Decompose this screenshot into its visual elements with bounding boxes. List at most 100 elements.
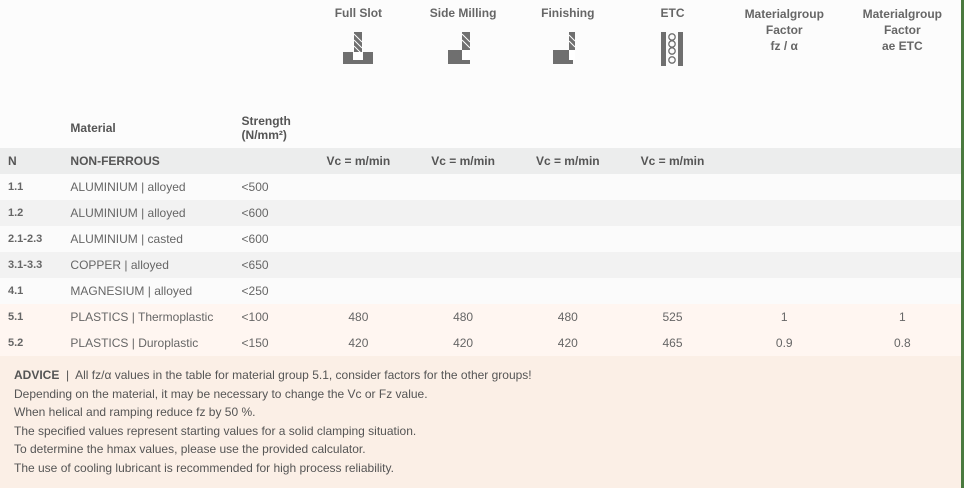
strength-val: <150 [234,330,306,356]
val-etc [620,226,725,252]
val-finishing [515,174,620,200]
advice-line: To determine the hmax values, please use… [14,442,366,456]
header-op-labels: Full Slot Side Milling Finishing ETC Mat… [0,0,963,26]
val-mgf-ae [844,174,963,200]
val-etc: 465 [620,330,725,356]
table-row: 4.1MAGNESIUM | alloyed<250 [0,278,963,304]
val-fullslot: 480 [306,304,411,330]
val-mgf-ae [844,278,963,304]
val-sidemill: 480 [411,304,516,330]
table-row: 1.2ALUMINIUM | alloyed<600 [0,200,963,226]
table-row: 3.1-3.3COPPER | alloyed<650 [0,252,963,278]
col-material-label: Material [62,108,233,148]
code: 2.1-2.3 [0,226,62,252]
code: 3.1-3.3 [0,252,62,278]
code: 5.2 [0,330,62,356]
sidemill-icon [411,26,516,108]
val-fullslot [306,278,411,304]
val-sidemill [411,252,516,278]
strength-val: <600 [234,200,306,226]
val-fullslot: 420 [306,330,411,356]
val-sidemill [411,200,516,226]
val-sidemill: 420 [411,330,516,356]
strength-val: <650 [234,252,306,278]
col-etc-label: ETC [620,0,725,26]
advice-line: The use of cooling lubricant is recommen… [14,461,394,475]
material-name: ALUMINIUM | casted [62,226,233,252]
finishing-icon [515,26,620,108]
val-finishing [515,252,620,278]
col-sidemill-label: Side Milling [411,0,516,26]
val-sidemill [411,278,516,304]
col-strength-label: Strength (N/mm²) [234,108,306,148]
strength-val: <250 [234,278,306,304]
etc-icon [620,26,725,108]
val-fullslot [306,252,411,278]
strength-val: <500 [234,174,306,200]
col-finishing-label: Finishing [515,0,620,26]
table-row: 5.1PLASTICS | Thermoplastic<100480480480… [0,304,963,330]
val-finishing [515,200,620,226]
group-name: NON-FERROUS [62,148,233,174]
code: 4.1 [0,278,62,304]
table-row: 5.2PLASTICS | Duroplastic<15042042042046… [0,330,963,356]
val-mgf-ae [844,252,963,278]
val-mgf-fz [725,174,844,200]
col-mgf-fz: MaterialgroupFactorfz / α [725,0,844,108]
val-fullslot [306,200,411,226]
data-table: Full Slot Side Milling Finishing ETC Mat… [0,0,964,356]
val-finishing [515,226,620,252]
val-finishing: 480 [515,304,620,330]
advice-line: All fz/α values in the table for materia… [75,368,532,382]
val-mgf-ae: 0.8 [844,330,963,356]
material-name: MAGNESIUM | alloyed [62,278,233,304]
advice-line: When helical and ramping reduce fz by 50… [14,405,255,419]
val-fullslot [306,174,411,200]
val-etc [620,252,725,278]
vc-fullslot: Vc = m/min [306,148,411,174]
vc-sidemill: Vc = m/min [411,148,516,174]
header-col-names: Material Strength (N/mm²) [0,108,963,148]
material-name: PLASTICS | Thermoplastic [62,304,233,330]
val-finishing: 420 [515,330,620,356]
code: 1.1 [0,174,62,200]
val-mgf-ae [844,200,963,226]
material-name: ALUMINIUM | alloyed [62,174,233,200]
val-mgf-fz: 1 [725,304,844,330]
val-etc [620,174,725,200]
advice-line: The specified values represent starting … [14,424,416,438]
val-sidemill [411,174,516,200]
material-name: ALUMINIUM | alloyed [62,200,233,226]
val-mgf-fz [725,226,844,252]
val-mgf-ae [844,226,963,252]
fullslot-icon [306,26,411,108]
material-name: PLASTICS | Duroplastic [62,330,233,356]
group-code: N [0,148,62,174]
table-row: 2.1-2.3ALUMINIUM | casted<600 [0,226,963,252]
group-row: N NON-FERROUS Vc = m/min Vc = m/min Vc =… [0,148,963,174]
col-mgf-ae: MaterialgroupFactorae ETC [844,0,963,108]
code: 1.2 [0,200,62,226]
val-etc: 525 [620,304,725,330]
val-mgf-fz [725,200,844,226]
advice-box: ADVICE | All fz/α values in the table fo… [0,356,964,488]
val-finishing [515,278,620,304]
vc-etc: Vc = m/min [620,148,725,174]
val-sidemill [411,226,516,252]
val-mgf-fz [725,278,844,304]
val-mgf-fz: 0.9 [725,330,844,356]
val-etc [620,200,725,226]
val-mgf-fz [725,252,844,278]
strength-val: <100 [234,304,306,330]
val-etc [620,278,725,304]
val-fullslot [306,226,411,252]
cutting-data-table: Full Slot Side Milling Finishing ETC Mat… [0,0,964,488]
val-mgf-ae: 1 [844,304,963,330]
strength-val: <600 [234,226,306,252]
vc-finishing: Vc = m/min [515,148,620,174]
table-row: 1.1ALUMINIUM | alloyed<500 [0,174,963,200]
advice-label: ADVICE [14,368,59,382]
code: 5.1 [0,304,62,330]
material-name: COPPER | alloyed [62,252,233,278]
col-fullslot-label: Full Slot [306,0,411,26]
